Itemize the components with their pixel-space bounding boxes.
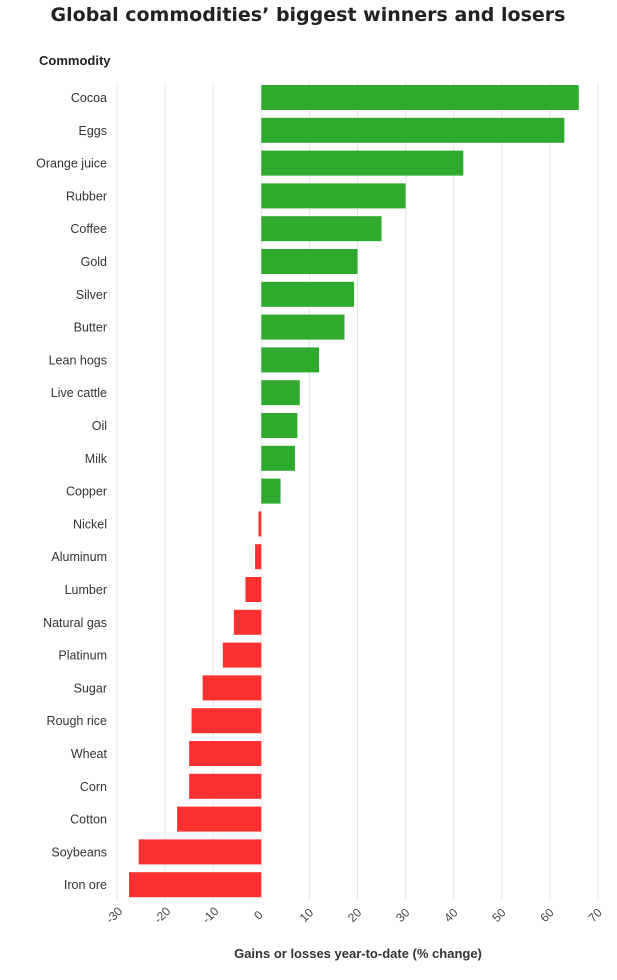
bar-iron-ore[interactable] xyxy=(129,872,262,898)
bar-soybeans[interactable] xyxy=(138,839,262,865)
x-tick-label: 30 xyxy=(393,905,413,925)
bar-gold[interactable] xyxy=(261,249,358,274)
bar-eggs[interactable] xyxy=(261,117,565,143)
y-axis-title: Commodity xyxy=(39,53,111,68)
category-label: Copper xyxy=(66,485,107,499)
bar-rough-rice[interactable] xyxy=(191,708,262,734)
category-label: Milk xyxy=(85,452,108,466)
category-label: Iron ore xyxy=(64,878,107,892)
x-tick-label: 60 xyxy=(537,905,557,925)
x-tick-label: 40 xyxy=(441,905,461,925)
bar-cotton[interactable] xyxy=(177,806,262,832)
x-tick-label: 50 xyxy=(489,905,509,925)
bar-sugar[interactable] xyxy=(202,675,262,701)
category-label: Gold xyxy=(81,255,107,269)
category-labels: Cocoa Eggs Orange juice Rubber Coffee Gold Sil… xyxy=(36,91,108,892)
bar-butter[interactable] xyxy=(261,314,345,340)
bar-nickel[interactable] xyxy=(258,511,262,537)
category-label: Platinum xyxy=(58,649,107,663)
bar-oil[interactable] xyxy=(261,413,298,438)
x-tick-label: -20 xyxy=(151,904,173,926)
x-tick-label: 70 xyxy=(585,905,605,925)
bar-silver[interactable] xyxy=(261,281,355,307)
bar-aluminum[interactable] xyxy=(255,544,262,570)
x-axis-title: Gains or losses year-to-date (% change) xyxy=(234,946,482,961)
bars xyxy=(129,85,579,898)
x-tick-label: 20 xyxy=(345,905,365,925)
x-tick-label: 0 xyxy=(251,908,266,923)
bar-orange-juice[interactable] xyxy=(261,150,464,176)
bar-lumber[interactable] xyxy=(245,577,262,602)
bar-corn[interactable] xyxy=(189,773,262,799)
category-label: Aluminum xyxy=(51,550,107,564)
bar-cocoa[interactable] xyxy=(261,85,579,110)
category-label: Butter xyxy=(74,321,107,335)
category-label: Lean hogs xyxy=(49,353,107,367)
category-label: Wheat xyxy=(71,747,108,761)
bar-coffee[interactable] xyxy=(261,216,382,242)
bar-wheat[interactable] xyxy=(189,741,262,766)
category-label: Rubber xyxy=(66,189,107,203)
category-label: Sugar xyxy=(74,681,107,695)
x-tick-label: -10 xyxy=(199,904,221,926)
category-label: Corn xyxy=(80,780,107,794)
category-label: Soybeans xyxy=(51,845,107,859)
category-label: Cotton xyxy=(70,813,107,827)
bar-milk[interactable] xyxy=(261,445,295,471)
bar-live-cattle[interactable] xyxy=(261,380,300,406)
category-label: Oil xyxy=(92,419,107,433)
bar-rubber[interactable] xyxy=(261,183,406,209)
bar-lean-hogs[interactable] xyxy=(261,347,320,373)
category-label: Nickel xyxy=(73,517,107,531)
category-label: Cocoa xyxy=(71,91,107,105)
x-tick-label: -30 xyxy=(103,904,125,926)
bar-copper[interactable] xyxy=(261,478,281,504)
x-tick-label: 10 xyxy=(297,905,317,925)
chart-title: Global commodities’ biggest winners and … xyxy=(51,4,566,26)
category-label: Live cattle xyxy=(51,386,107,400)
category-label: Eggs xyxy=(79,124,108,138)
x-tick-labels: -30 -20 -10 0 10 20 30 40 50 60 70 xyxy=(103,904,605,926)
bar-natural-gas[interactable] xyxy=(233,609,262,635)
category-label: Natural gas xyxy=(43,616,107,630)
bar-platinum[interactable] xyxy=(222,642,262,668)
category-label: Silver xyxy=(76,288,107,302)
category-label: Orange juice xyxy=(36,157,107,171)
category-label: Rough rice xyxy=(47,714,107,728)
category-label: Lumber xyxy=(65,583,107,597)
category-label: Coffee xyxy=(70,222,107,236)
